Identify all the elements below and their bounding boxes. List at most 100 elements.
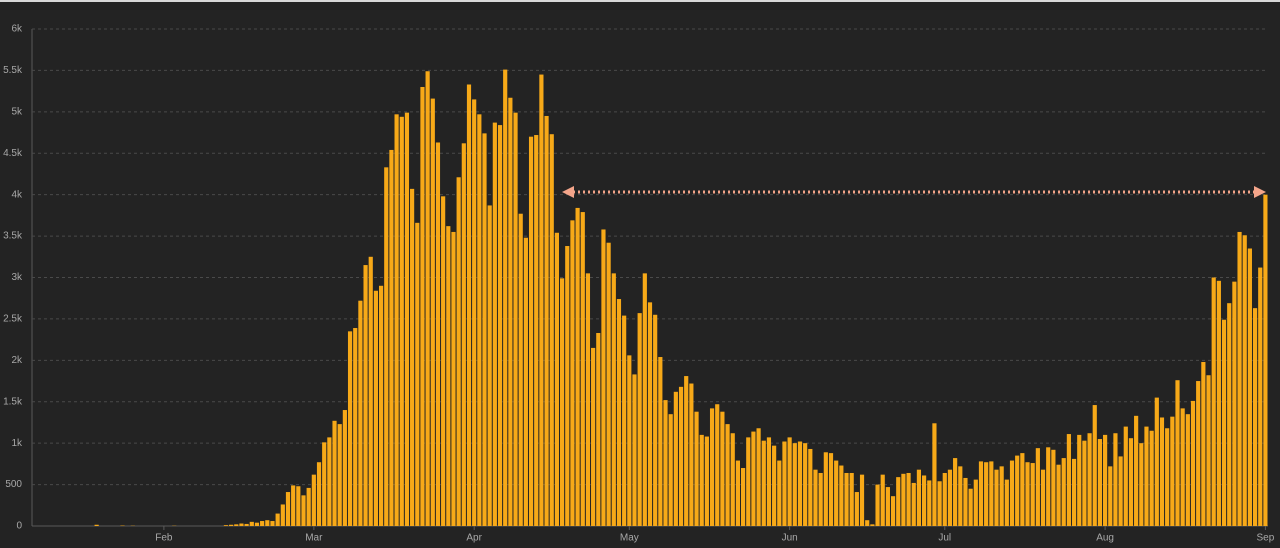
- x-tick-label: Aug: [1096, 533, 1114, 544]
- bar: [772, 445, 777, 526]
- bar: [596, 332, 601, 526]
- y-tick-label: 5k: [11, 106, 23, 117]
- bar: [658, 357, 663, 526]
- bar: [1092, 405, 1097, 526]
- bar: [673, 391, 678, 526]
- bar: [896, 477, 901, 526]
- bar: [1061, 458, 1066, 526]
- bar: [1154, 397, 1159, 526]
- bar: [404, 112, 410, 526]
- bar: [239, 523, 244, 526]
- bar: [1232, 281, 1237, 526]
- y-tick-label: 2.5k: [3, 314, 23, 325]
- bar: [1123, 426, 1128, 526]
- bar: [709, 408, 715, 526]
- bar: [327, 437, 332, 526]
- bars: [94, 69, 1268, 527]
- bar: [870, 524, 875, 526]
- bar: [611, 273, 616, 526]
- bar: [1030, 463, 1035, 526]
- bar: [839, 465, 844, 526]
- y-tick-label: 5.5k: [3, 65, 23, 76]
- grid: 0 500 1k 1.5k 2k 2.5k 3k 3.5k 4k 4.5k 5k 5.5k 6k Feb M…: [3, 24, 1275, 544]
- bar: [854, 492, 859, 526]
- bar: [363, 265, 368, 526]
- y-tick-label: 4k: [11, 189, 23, 200]
- y-tick-label: 2k: [11, 355, 23, 366]
- bar: [591, 347, 596, 526]
- bar: [244, 523, 249, 526]
- bar: [347, 331, 353, 526]
- bar: [1134, 415, 1139, 526]
- bar: [1113, 433, 1118, 526]
- bar: [994, 469, 999, 526]
- bar: [844, 472, 849, 526]
- bar: [389, 149, 394, 527]
- bar: [410, 188, 415, 526]
- bar: [94, 524, 99, 526]
- bar: [394, 114, 399, 527]
- bar: [1252, 308, 1258, 526]
- bar: [513, 112, 518, 526]
- bar: [306, 487, 311, 526]
- bar: [223, 525, 229, 526]
- bar: [285, 492, 291, 526]
- bar: [549, 134, 554, 526]
- bar: [280, 504, 285, 526]
- bar: [653, 314, 658, 526]
- bar: [1020, 453, 1025, 526]
- bar: [880, 474, 885, 526]
- bar: [1071, 458, 1077, 526]
- bar: [1087, 433, 1092, 526]
- bar: [906, 472, 911, 526]
- bar: [756, 428, 761, 526]
- bar: [1035, 448, 1040, 526]
- bar: [885, 487, 890, 526]
- bar: [632, 374, 637, 526]
- bar: [1216, 280, 1221, 526]
- bar: [865, 520, 870, 526]
- bar: [559, 278, 565, 526]
- bar: [477, 114, 482, 527]
- bar: [694, 411, 699, 526]
- bar: [275, 513, 280, 526]
- x-tick-label: May: [620, 533, 639, 544]
- bar: [668, 414, 673, 526]
- bar: [1190, 400, 1196, 526]
- bar: [461, 143, 466, 526]
- bar: [890, 496, 896, 526]
- bar: [311, 474, 316, 526]
- bar: [720, 411, 725, 526]
- x-tick-label: Jul: [938, 533, 951, 544]
- bar: [301, 495, 306, 526]
- bar: [699, 434, 704, 526]
- bar: [1185, 414, 1190, 526]
- bar: [1056, 464, 1061, 526]
- y-tick-label: 6k: [11, 24, 23, 35]
- bar: [544, 115, 549, 526]
- bar: [1051, 449, 1056, 526]
- bar: [1175, 380, 1180, 526]
- bar: [999, 466, 1004, 526]
- bar: [1025, 462, 1030, 526]
- bar: [508, 97, 513, 527]
- bar: [456, 177, 461, 526]
- bar: [482, 133, 487, 526]
- bar: [322, 442, 327, 526]
- bar: [466, 84, 472, 526]
- y-tick-label: 1.5k: [3, 396, 23, 407]
- bar: [384, 167, 389, 526]
- bar: [947, 469, 953, 526]
- bar: [922, 475, 927, 526]
- bar: [828, 453, 834, 526]
- bar: [580, 212, 585, 527]
- bar: [989, 461, 994, 526]
- bar: [575, 207, 580, 527]
- top-border: [0, 0, 1280, 2]
- bar: [1082, 440, 1087, 526]
- bar: [1066, 434, 1071, 526]
- bar: [1206, 375, 1211, 526]
- bar: [497, 125, 503, 526]
